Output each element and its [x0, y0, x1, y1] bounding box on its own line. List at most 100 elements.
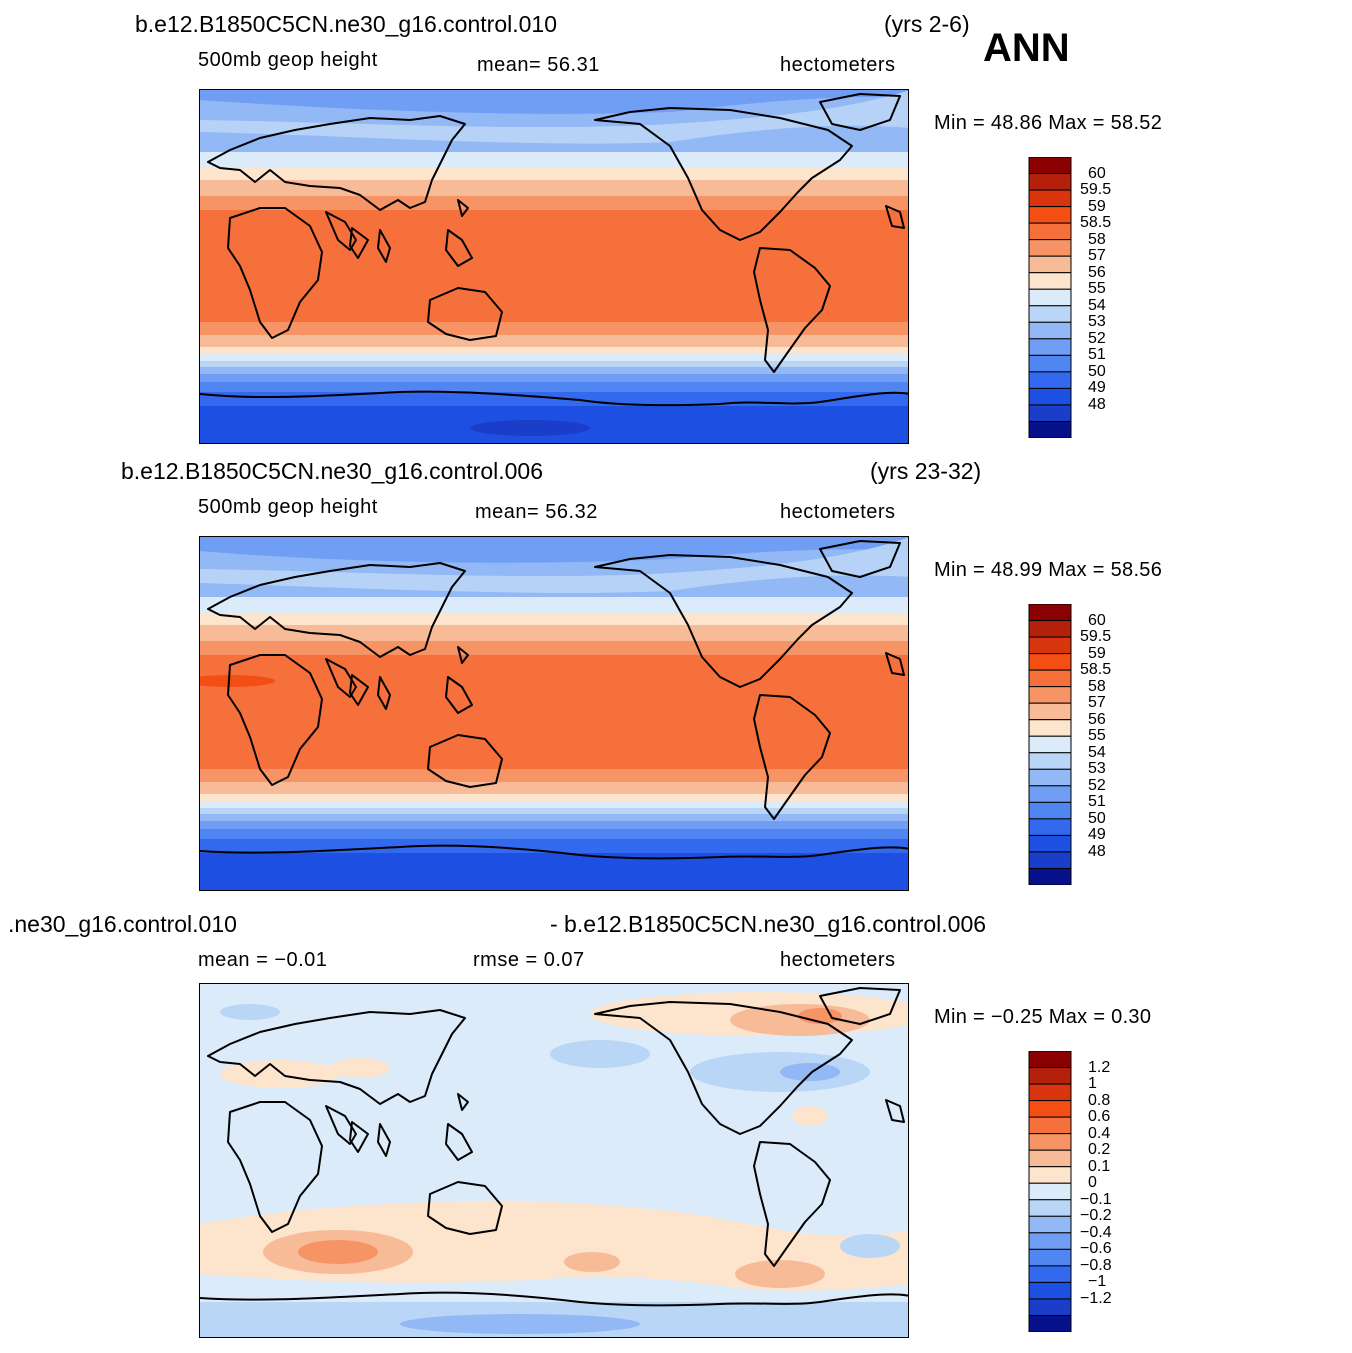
colorbar-swatch	[1028, 653, 1072, 671]
colorbar-tick-label: 59.5	[1080, 181, 1112, 199]
colorbar-tick-label: 0.1	[1088, 1157, 1111, 1175]
colorbar-tick-label: 0.8	[1088, 1091, 1111, 1109]
colorbar-swatch	[1028, 371, 1072, 389]
colorbar-tick-label: 0.4	[1088, 1124, 1111, 1142]
colorbar-swatch	[1028, 404, 1072, 422]
colorbar-tick-label: 57	[1088, 694, 1106, 712]
colorbar-tick-label: 59	[1088, 197, 1106, 215]
colorbar-tick-label: 49	[1088, 379, 1106, 397]
colorbar-swatch	[1028, 834, 1072, 853]
panel3-map	[199, 983, 909, 1338]
colorbar-swatch	[1028, 272, 1072, 290]
colorbar-swatch	[1028, 1051, 1072, 1069]
colorbar-swatch	[1028, 851, 1072, 869]
colorbar-swatch	[1028, 1265, 1072, 1283]
panel1-years: (yrs 2-6)	[884, 11, 970, 37]
colorbar-tick-label: 53	[1088, 760, 1106, 778]
colorbar-tick-label: 53	[1088, 313, 1106, 331]
panel2-mean: mean= 56.32	[475, 501, 598, 523]
colorbar-swatch	[1028, 801, 1072, 820]
colorbar-tick-label: −1.2	[1080, 1289, 1112, 1307]
colorbar-swatch	[1028, 1133, 1072, 1151]
colorbar-swatch	[1028, 1067, 1072, 1085]
colorbar-tick-label: 48	[1088, 842, 1106, 860]
colorbar-swatch	[1028, 157, 1072, 175]
colorbar-swatch	[1028, 768, 1072, 787]
colorbar-swatch	[1028, 1116, 1072, 1135]
colorbar-tick-label: 52	[1088, 329, 1106, 347]
panel3-colorbar	[1028, 1051, 1072, 1332]
colorbar-swatch	[1028, 321, 1072, 340]
panel3-minmax: Min = −0.25 Max = 0.30	[934, 1006, 1152, 1028]
colorbar-swatch	[1028, 1182, 1072, 1201]
panel1-mean: mean= 56.31	[477, 54, 600, 76]
panel2-units: hectometers	[780, 501, 896, 523]
colorbar-tick-label: 59.5	[1080, 628, 1112, 646]
colorbar-swatch	[1028, 735, 1072, 754]
colorbar-tick-label: −0.2	[1080, 1207, 1112, 1225]
colorbar-tick-label: 56	[1088, 710, 1106, 728]
colorbar-swatch	[1028, 620, 1072, 638]
colorbar-tick-label: 48	[1088, 395, 1106, 413]
colorbar-tick-label: 50	[1088, 809, 1106, 827]
colorbar-tick-label: −0.8	[1080, 1256, 1112, 1274]
panel2-years: (yrs 23-32)	[870, 458, 982, 484]
colorbar-tick-label: 60	[1088, 164, 1106, 182]
colorbar-tick-label: 60	[1088, 611, 1106, 629]
colorbar-tick-label: 0.2	[1088, 1141, 1111, 1159]
colorbar-swatch	[1028, 604, 1072, 622]
colorbar-tick-label: 54	[1088, 296, 1106, 314]
panel2-case-title: b.e12.B1850C5CN.ne30_g16.control.006	[121, 458, 543, 484]
colorbar-swatch	[1028, 636, 1072, 655]
colorbar-tick-label: −0.1	[1080, 1190, 1112, 1208]
panel2-colorbar-swatches	[1028, 604, 1072, 885]
colorbar-swatch	[1028, 387, 1072, 406]
colorbar-tick-label: −1	[1088, 1273, 1107, 1291]
colorbar-swatch	[1028, 1199, 1072, 1217]
colorbar-tick-label: 58	[1088, 677, 1106, 695]
panel1-colorbar	[1028, 157, 1072, 438]
colorbar-tick-label: 0	[1088, 1174, 1097, 1192]
colorbar-tick-label: 54	[1088, 743, 1106, 761]
panel2-contour-field	[200, 537, 908, 890]
panel3-case-title: .ne30_g16.control.010	[8, 911, 237, 937]
colorbar-swatch	[1028, 305, 1072, 323]
colorbar-tick-label: 51	[1088, 346, 1106, 364]
colorbar-tick-label: 51	[1088, 793, 1106, 811]
colorbar-swatch	[1028, 1314, 1072, 1332]
colorbar-tick-label: 52	[1088, 776, 1106, 794]
colorbar-swatch	[1028, 686, 1072, 704]
colorbar-swatch	[1028, 189, 1072, 208]
colorbar-swatch	[1028, 719, 1072, 737]
panel1-map	[199, 89, 909, 444]
panel1-case-title: b.e12.B1850C5CN.ne30_g16.control.010	[135, 11, 557, 37]
colorbar-tick-label: 58.5	[1080, 214, 1112, 232]
panel3-units: hectometers	[780, 949, 896, 971]
colorbar-tick-label: 49	[1088, 826, 1106, 844]
colorbar-swatch	[1028, 1281, 1072, 1300]
colorbar-swatch	[1028, 1298, 1072, 1316]
panel2-colorbar	[1028, 604, 1072, 885]
colorbar-swatch	[1028, 1166, 1072, 1184]
colorbar-swatch	[1028, 239, 1072, 257]
colorbar-swatch	[1028, 354, 1072, 373]
colorbar-swatch	[1028, 752, 1072, 770]
colorbar-swatch	[1028, 173, 1072, 191]
panel1-contour-field	[200, 90, 908, 443]
colorbar-tick-label: 58	[1088, 230, 1106, 248]
colorbar-tick-label: −0.6	[1080, 1240, 1112, 1258]
colorbar-swatch	[1028, 1100, 1072, 1118]
colorbar-tick-label: 57	[1088, 247, 1106, 265]
colorbar-tick-label: 55	[1088, 280, 1106, 298]
colorbar-swatch	[1028, 785, 1072, 803]
colorbar-swatch	[1028, 338, 1072, 356]
colorbar-swatch	[1028, 1083, 1072, 1102]
colorbar-tick-label: −0.4	[1080, 1223, 1112, 1241]
colorbar-tick-label: 50	[1088, 362, 1106, 380]
panel2-minmax: Min = 48.99 Max = 58.56	[934, 559, 1163, 581]
colorbar-swatch	[1028, 702, 1072, 721]
colorbar-tick-label: 56	[1088, 263, 1106, 281]
panel3-contour-field	[200, 984, 908, 1337]
panel2-map	[199, 536, 909, 891]
colorbar-swatch	[1028, 867, 1072, 885]
